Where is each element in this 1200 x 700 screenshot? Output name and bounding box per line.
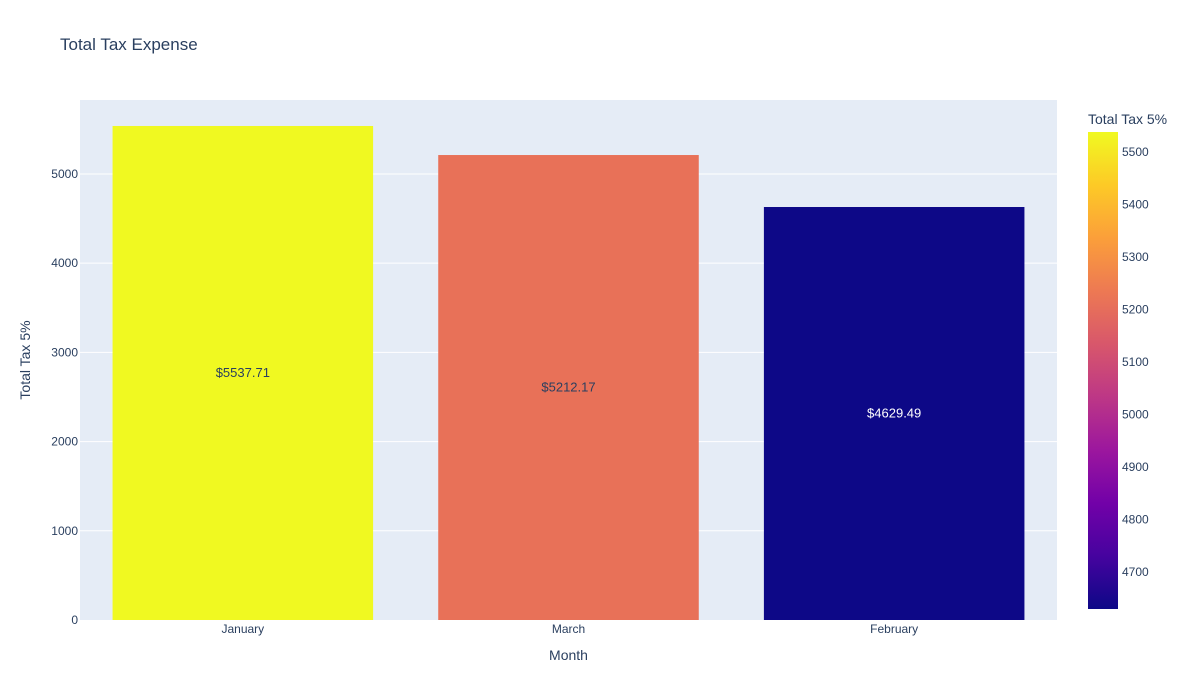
colorbar-tick-label: 5400 bbox=[1122, 197, 1149, 211]
y-tick-label: 4000 bbox=[51, 256, 78, 270]
bar-value-label: $5212.17 bbox=[541, 380, 595, 395]
y-tick-label: 5000 bbox=[51, 167, 78, 181]
y-axis-title: Total Tax 5% bbox=[17, 320, 33, 399]
y-tick-label: 3000 bbox=[51, 345, 78, 359]
bar-value-label: $4629.49 bbox=[867, 406, 921, 421]
bars bbox=[112, 125, 1025, 621]
bar-labels: $5537.71 $5212.17 $4629.49 bbox=[216, 365, 922, 421]
x-tick-label: February bbox=[870, 622, 918, 636]
bar-january[interactable] bbox=[112, 125, 374, 621]
y-axis-ticks: 0 1000 2000 3000 4000 5000 bbox=[51, 167, 78, 627]
colorbar bbox=[1088, 132, 1118, 609]
x-axis-ticks: January March February bbox=[221, 622, 918, 636]
x-tick-label: January bbox=[221, 622, 264, 636]
y-tick-label: 1000 bbox=[51, 524, 78, 538]
bar-march[interactable] bbox=[438, 155, 699, 621]
bar-value-label: $5537.71 bbox=[216, 365, 270, 380]
colorbar-tick-label: 4900 bbox=[1122, 460, 1149, 474]
colorbar-tick-label: 5000 bbox=[1122, 407, 1149, 421]
chart-title: Total Tax Expense bbox=[60, 35, 198, 54]
colorbar-tick-label: 4800 bbox=[1122, 512, 1149, 526]
colorbar-tick-label: 5500 bbox=[1122, 145, 1149, 159]
x-tick-label: March bbox=[552, 622, 585, 636]
x-axis-title: Month bbox=[549, 647, 588, 663]
colorbar-ticks: 4700 4800 4900 5000 5100 5200 5300 5400 5500 bbox=[1122, 145, 1149, 579]
bar-february[interactable] bbox=[763, 207, 1025, 620]
colorbar-tick-label: 4700 bbox=[1122, 565, 1149, 579]
colorbar-title: Total Tax 5% bbox=[1088, 111, 1167, 127]
y-tick-label: 2000 bbox=[51, 435, 78, 449]
y-tick-label: 0 bbox=[71, 613, 78, 627]
colorbar-tick-label: 5100 bbox=[1122, 355, 1149, 369]
colorbar-tick-label: 5200 bbox=[1122, 302, 1149, 316]
colorbar-tick-label: 5300 bbox=[1122, 250, 1149, 264]
